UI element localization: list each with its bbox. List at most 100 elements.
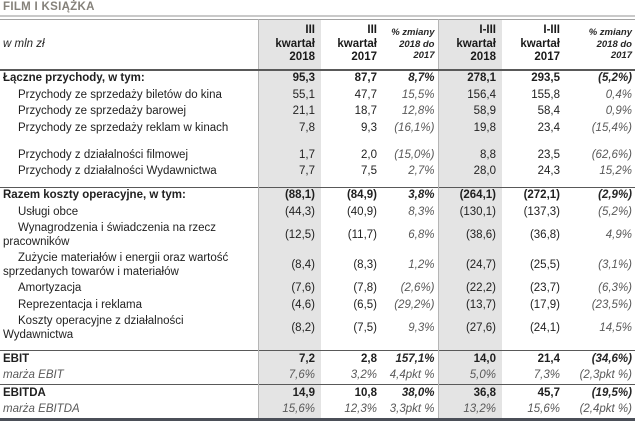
cell-value: (272,1) (523, 189, 560, 201)
cell-pct-change: 8,3% (383, 204, 439, 221)
row-label: Razem koszty operacyjne, w tym: (0, 187, 259, 204)
cell-pct-change: (6,3%) (598, 282, 632, 294)
cell-value: 95,3 (292, 72, 315, 84)
cell-value: 87,7 (354, 72, 377, 84)
cell-value: (40,9) (346, 205, 377, 218)
column-header-period: III kwartał 2017 (337, 24, 377, 63)
cell-value: (6,5) (353, 298, 377, 311)
cell-value: (12,5) (284, 228, 315, 241)
table-row: Amortyzacja (7,6) (7,8) (2,6%) (22,2) (23,7) (… (0, 280, 635, 297)
cell-pct-change: 8,7% (383, 69, 439, 87)
cell-value: 2,8 (361, 352, 377, 365)
unit-label: w mln zł (0, 19, 259, 70)
cell-value: 55,1 (292, 88, 315, 101)
cell-value: 13,2% (463, 403, 496, 415)
cell-value: (8,4) (291, 258, 315, 271)
cell-pct-change: 3,8% (383, 187, 439, 204)
cell-pct-change: 4,9% (605, 228, 632, 241)
cell-value: 9,3 (361, 121, 377, 134)
cell-value: 47,7 (354, 88, 377, 101)
row-label: Przychody z działalności Wydawnictwa (0, 163, 259, 187)
cell-value: (17,9) (529, 298, 560, 311)
cell-value: (8,2) (291, 321, 315, 334)
cell-pct-change: (5,2%) (598, 205, 632, 218)
cell-value: (84,9) (346, 189, 377, 201)
table-header-row: w mln zł III kwartał 2018 III kwartał 201… (0, 19, 635, 70)
cell-value: 19,8 (473, 121, 496, 134)
table-row: Przychody ze sprzedaży biletów do kina 55… (0, 87, 635, 104)
cell-value: 18,7 (354, 105, 377, 117)
cell-pct-change: 0,4% (605, 88, 632, 101)
column-header-pct-change: % zmiany 2018 do 2017 (383, 19, 439, 70)
table-row: Przychody ze sprzedaży reklam w kinach 7,… (0, 120, 635, 137)
cell-pct-change: 2,7% (383, 163, 439, 187)
cell-pct-change: 1,2% (383, 250, 439, 281)
cell-value: (24,1) (529, 321, 560, 334)
table-row: Przychody ze sprzedaży barowej 21,1 18,7 12… (0, 103, 635, 120)
cell-value: (22,2) (465, 282, 496, 294)
cell-value: 24,3 (537, 165, 560, 177)
cell-pct-change: (2,4pkt %) (579, 403, 632, 415)
table-row: Koszty operacyjne z działalności Wydawni… (0, 313, 635, 351)
table-row: Przychody z działalności Wydawnictwa 7,7 7… (0, 163, 635, 187)
row-label: Zużycie materiałów i energii oraz wartoś… (0, 250, 259, 281)
cell-pct-change: (15,0%) (383, 136, 439, 164)
cell-value: (44,3) (284, 205, 315, 218)
cell-pct-change: (29,2%) (383, 297, 439, 314)
row-label: Usługi obce (0, 204, 259, 221)
cell-value: 278,1 (467, 72, 496, 84)
table-row: Usługi obce (44,3) (40,9) 8,3% (130,1) (137,3… (0, 204, 635, 221)
cell-pct-change: 12,8% (383, 103, 439, 120)
row-label: Wynagrodzenia i świadczenia na rzecz pra… (0, 220, 259, 251)
table-row: marża EBITDA 15,6% 12,3% 3,3pkt % 13,2% 15,6%… (0, 401, 635, 420)
row-label: Koszty operacyjne z działalności Wydawni… (0, 313, 259, 351)
cell-value: (11,7) (347, 228, 377, 241)
cell-value: 12,3% (344, 403, 377, 415)
cell-value: 7,7 (299, 165, 315, 177)
cell-pct-change: 4,4pkt % (383, 367, 439, 385)
cell-pct-change: (23,5%) (591, 298, 632, 311)
cell-value: 21,1 (292, 105, 315, 117)
cell-pct-change: (19,5%) (591, 386, 632, 399)
cell-pct-change: (2,9%) (598, 189, 632, 201)
cell-value: (137,3) (523, 205, 560, 218)
cell-value: (4,6) (291, 298, 315, 311)
cell-value: 155,8 (531, 88, 560, 101)
row-label: Przychody ze sprzedaży reklam w kinach (0, 120, 259, 137)
cell-value: 1,7 (299, 148, 315, 161)
cell-value: 58,4 (537, 105, 560, 117)
cell-value: 293,5 (531, 72, 560, 84)
cell-pct-change: (3,1%) (598, 258, 632, 271)
cell-value: (25,5) (529, 258, 560, 271)
cell-value: 14,9 (292, 386, 315, 399)
cell-value: (36,8) (529, 228, 560, 241)
cell-pct-change: 15,5% (383, 87, 439, 104)
cell-pct-change: (15,4%) (591, 121, 632, 134)
cell-value: 7,2 (299, 352, 315, 365)
cell-pct-change: 38,0% (383, 384, 439, 402)
cell-value: 7,6% (288, 369, 315, 381)
cell-value: 45,7 (537, 386, 560, 399)
row-label: Przychody ze sprzedaży biletów do kina (0, 87, 259, 104)
cell-value: 23,4 (537, 121, 560, 134)
row-label: Przychody ze sprzedaży barowej (0, 103, 259, 120)
row-label: marża EBITDA (0, 401, 259, 420)
cell-value: (27,6) (465, 321, 496, 334)
cell-value: 36,8 (473, 386, 496, 399)
row-label: EBITDA (0, 384, 259, 402)
cell-pct-change: 0,9% (605, 105, 632, 117)
table-row: EBITDA 14,9 10,8 38,0% 36,8 45,7 (19,5%) (0, 384, 635, 402)
cell-value: 7,5 (361, 165, 377, 177)
row-label: EBIT (0, 350, 259, 368)
cell-pct-change: 15,2% (599, 165, 632, 177)
cell-value: 3,2% (350, 369, 377, 381)
cell-value: (13,7) (465, 298, 496, 311)
table-row: Łączne przychody, w tym: 95,3 87,7 8,7% 278,… (0, 69, 635, 87)
cell-pct-change: 157,1% (383, 350, 439, 368)
cell-value: 58,9 (473, 105, 496, 117)
row-label: Łączne przychody, w tym: (0, 69, 259, 87)
cell-value: (7,5) (353, 321, 377, 334)
cell-pct-change: 6,8% (383, 220, 439, 251)
row-label: Amortyzacja (0, 280, 259, 297)
cell-value: 15,6% (527, 403, 560, 415)
